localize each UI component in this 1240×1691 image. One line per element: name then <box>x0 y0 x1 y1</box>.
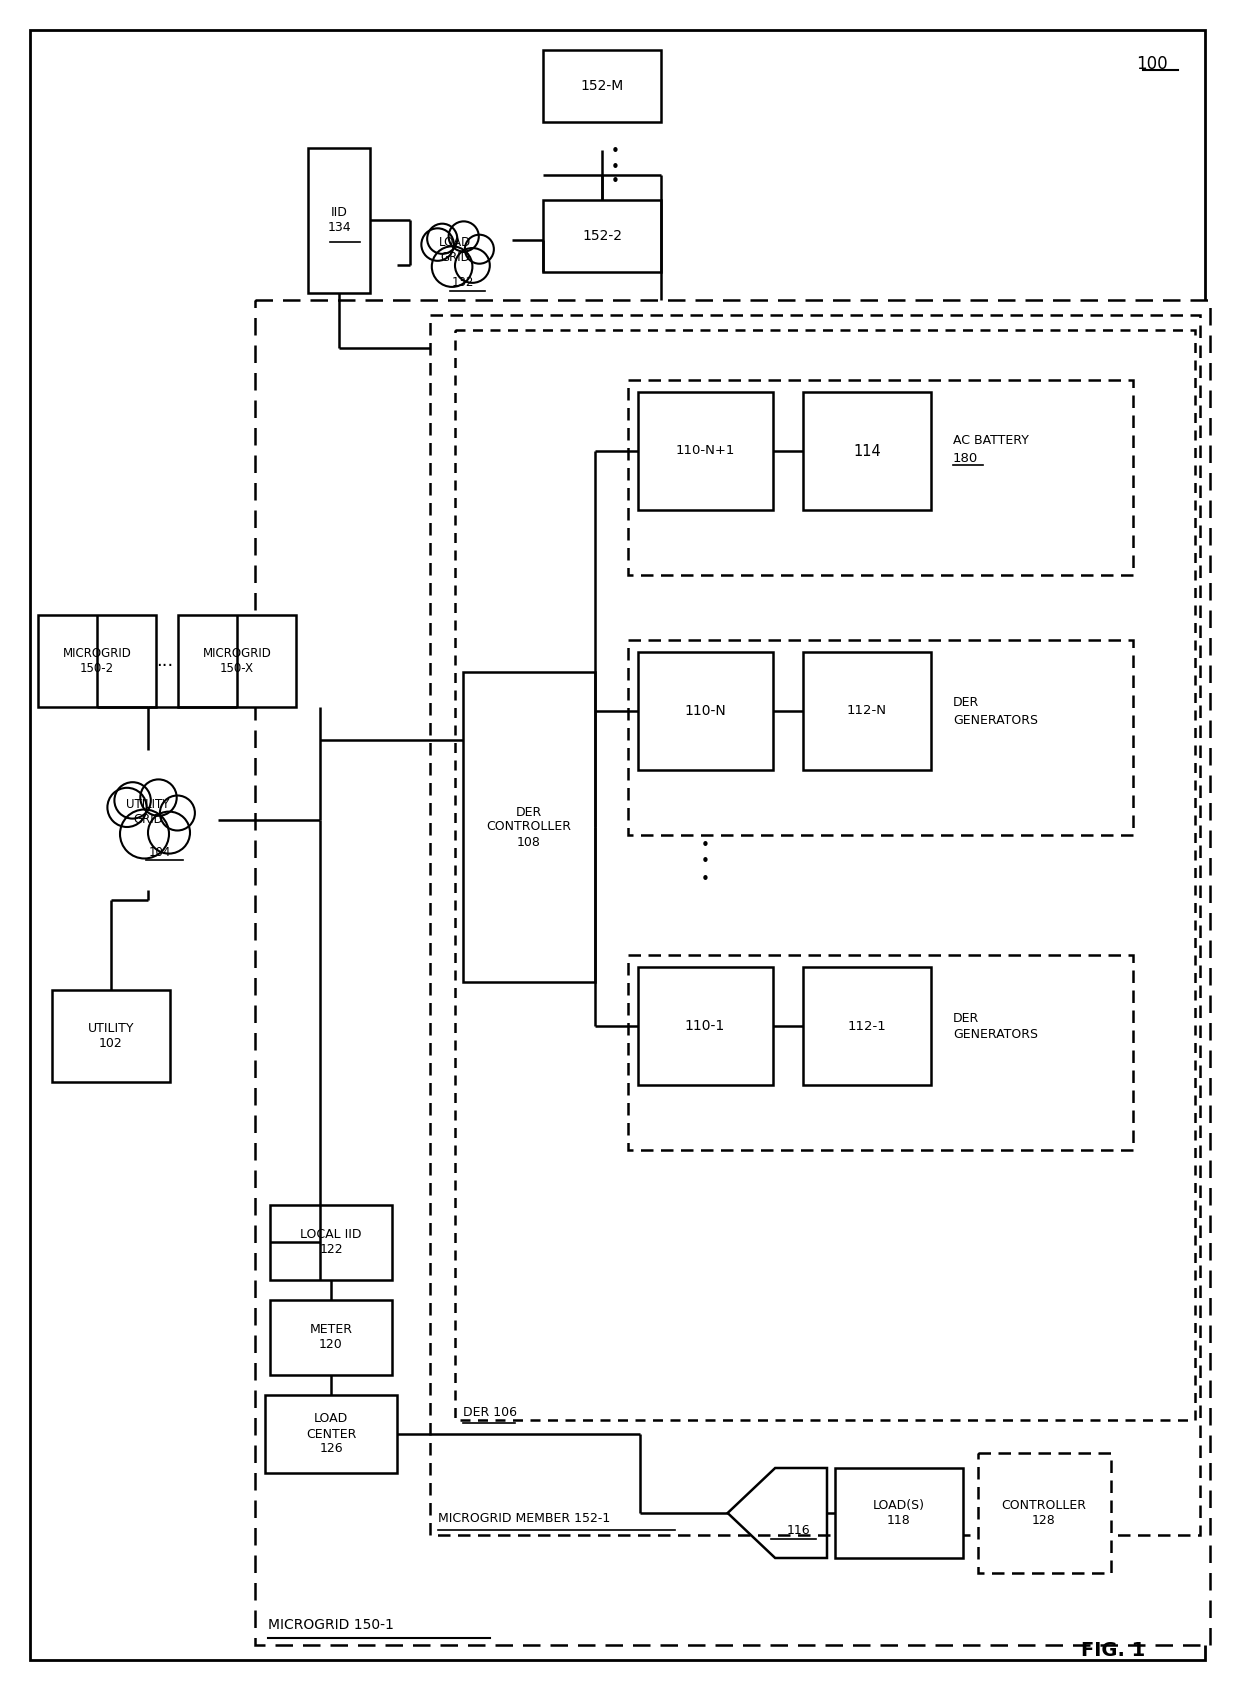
Bar <box>627 380 1133 575</box>
Circle shape <box>120 810 169 859</box>
Text: LOAD
GRID: LOAD GRID <box>439 237 471 264</box>
Text: 152-M: 152-M <box>580 79 624 93</box>
Text: •: • <box>610 144 620 159</box>
Circle shape <box>114 783 151 818</box>
Circle shape <box>465 235 494 264</box>
Text: 116: 116 <box>786 1525 810 1537</box>
Circle shape <box>427 223 458 254</box>
Text: 180: 180 <box>954 451 978 465</box>
Bar <box>627 639 1133 835</box>
Text: MICROGRID
150-2: MICROGRID 150-2 <box>62 648 131 675</box>
Bar <box>804 653 931 769</box>
Bar <box>455 330 1195 1420</box>
Text: METER
120: METER 120 <box>310 1322 352 1351</box>
Circle shape <box>432 247 472 287</box>
Bar <box>804 967 931 1086</box>
Text: 110-N: 110-N <box>684 703 725 719</box>
Text: DER: DER <box>954 697 980 710</box>
Circle shape <box>449 222 479 252</box>
Circle shape <box>148 812 190 854</box>
Text: 104: 104 <box>149 846 171 859</box>
Bar <box>978 1453 1111 1573</box>
Text: LOCAL IID
122: LOCAL IID 122 <box>300 1228 362 1256</box>
Bar <box>639 653 773 769</box>
Bar <box>179 616 296 707</box>
Text: 110-1: 110-1 <box>684 1020 725 1033</box>
Bar <box>543 200 661 272</box>
Text: IID
134: IID 134 <box>327 206 351 233</box>
Bar <box>639 392 773 511</box>
Circle shape <box>422 228 454 260</box>
Text: GENERATORS: GENERATORS <box>954 714 1038 727</box>
Text: 112-1: 112-1 <box>848 1020 887 1033</box>
Circle shape <box>140 780 177 815</box>
Circle shape <box>108 788 146 827</box>
Text: •: • <box>610 174 620 189</box>
Text: LOAD(S)
118: LOAD(S) 118 <box>873 1498 925 1527</box>
Bar <box>265 1395 397 1473</box>
Text: 152-2: 152-2 <box>582 228 622 244</box>
Text: AC BATTERY: AC BATTERY <box>954 433 1029 446</box>
Text: 114: 114 <box>853 443 880 458</box>
Text: •: • <box>610 159 620 174</box>
Text: GENERATORS: GENERATORS <box>954 1028 1038 1042</box>
Text: ...: ... <box>156 653 174 670</box>
Bar <box>270 1300 392 1375</box>
Text: 132: 132 <box>451 277 474 289</box>
Text: •: • <box>701 854 709 869</box>
Circle shape <box>455 249 490 282</box>
Bar <box>463 671 595 982</box>
Text: CONTROLLER
128: CONTROLLER 128 <box>1002 1498 1086 1527</box>
Text: UTILITY
GRID: UTILITY GRID <box>126 798 170 825</box>
Text: DER: DER <box>954 1011 980 1025</box>
Text: MICROGRID 150-1: MICROGRID 150-1 <box>268 1618 394 1632</box>
Bar <box>639 967 773 1086</box>
Text: 112-N: 112-N <box>847 705 887 717</box>
Text: •: • <box>701 837 709 852</box>
Text: MICROGRID MEMBER 152-1: MICROGRID MEMBER 152-1 <box>438 1512 610 1525</box>
Text: DER 106: DER 106 <box>463 1407 517 1419</box>
Text: DER
CONTROLLER
108: DER CONTROLLER 108 <box>486 805 572 849</box>
Text: 100: 100 <box>1136 56 1168 73</box>
Bar <box>804 392 931 511</box>
Text: FIG. 1: FIG. 1 <box>1081 1640 1145 1661</box>
Text: UTILITY
102: UTILITY 102 <box>88 1021 134 1050</box>
Bar <box>255 299 1210 1645</box>
Text: LOAD
CENTER
126: LOAD CENTER 126 <box>306 1412 356 1456</box>
Bar <box>38 616 156 707</box>
Text: 110-N+1: 110-N+1 <box>676 445 734 458</box>
Bar <box>627 955 1133 1150</box>
Bar <box>308 149 370 293</box>
Bar <box>270 1206 392 1280</box>
Bar <box>835 1468 963 1557</box>
Text: •: • <box>701 871 709 886</box>
Circle shape <box>160 795 195 830</box>
Bar <box>52 989 170 1082</box>
Bar <box>430 315 1200 1535</box>
Text: MICROGRID
150-X: MICROGRID 150-X <box>202 648 272 675</box>
Bar <box>543 51 661 122</box>
